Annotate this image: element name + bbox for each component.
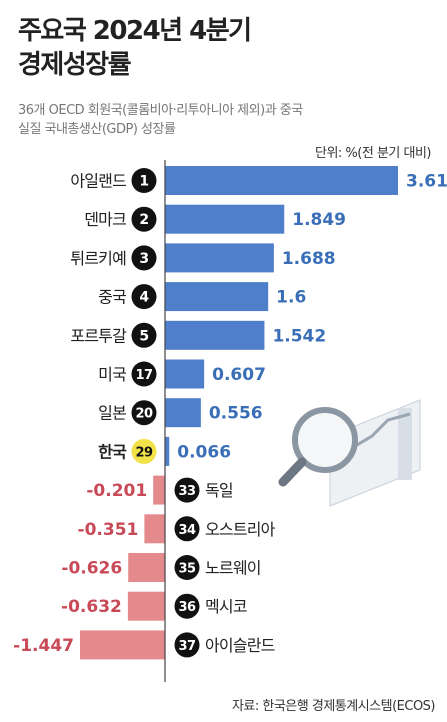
source-note: 자료: 한국은행 경제통계시스템(ECOS) [231, 699, 436, 714]
category-label: 아이슬란드 [205, 636, 275, 655]
value-label: 3.613 [406, 172, 447, 192]
category-label: 튀르키예 [70, 249, 126, 268]
value-label: 1.849 [292, 210, 346, 230]
rank-badge [131, 245, 157, 271]
title-line-1: 주요국 2024년 4분기 [18, 16, 252, 46]
chart-subtitle: 36개 OECD 회원국(콜롬비아·리투아니아 제외)과 중국 실질 국내총생산… [18, 101, 438, 139]
value-label: 1.6 [276, 288, 306, 308]
value-label: -0.201 [86, 481, 147, 501]
value-label: -1.447 [13, 636, 74, 656]
subtitle-line-1: 36개 OECD 회원국(콜롬비아·리투아니아 제외)과 중국 [18, 103, 303, 118]
value-label: -0.351 [78, 520, 139, 540]
rank-label: 1 [139, 174, 148, 190]
category-label: 아일랜드 [70, 172, 126, 191]
rank-badge [131, 400, 157, 426]
rank-label: 4 [139, 290, 149, 306]
bar-튀르키예 [165, 243, 274, 273]
rank-label: 3 [139, 251, 148, 267]
bar-독일 [153, 475, 165, 505]
bar-미국 [165, 359, 205, 389]
bar-멕시코 [127, 591, 165, 621]
unit-label: 단위: %(전 분기 대비) [315, 146, 432, 161]
bar-한국 [165, 436, 170, 466]
bar-포르투갈 [165, 320, 265, 350]
rank-badge [131, 284, 157, 310]
category-label: 미국 [98, 365, 126, 384]
category-label: 독일 [205, 481, 233, 500]
category-label: 한국 [98, 442, 127, 461]
chart-title: 주요국 2024년 4분기 경제성장률 [18, 14, 438, 82]
rank-label: 20 [135, 407, 153, 422]
rank-badge [131, 322, 157, 348]
bar-덴마크 [165, 204, 285, 234]
rank-badge [174, 632, 200, 658]
rank-badge [131, 168, 157, 193]
rank-label: 2 [139, 212, 148, 228]
bar-노르웨이 [128, 553, 165, 582]
category-label: 오스트리아 [205, 520, 276, 539]
bar-오스트리아 [144, 514, 165, 544]
rank-badge [174, 516, 200, 542]
category-label: 노르웨이 [205, 559, 261, 578]
category-label: 포르투갈 [70, 326, 127, 345]
rank-label: 36 [178, 600, 196, 615]
rank-badge [174, 555, 200, 580]
subtitle-line-2: 실질 국내총생산(GDP) 성장률 [18, 122, 176, 137]
value-label: -0.632 [61, 597, 122, 617]
rank-label: 35 [178, 562, 196, 577]
value-label: 0.066 [177, 442, 231, 462]
value-label: 0.556 [209, 404, 263, 424]
title-line-2: 경제성장률 [18, 50, 132, 80]
rank-badge [174, 593, 200, 619]
category-label: 일본 [98, 404, 126, 423]
rank-badge [131, 361, 157, 387]
rank-label: 5 [139, 328, 148, 344]
bar-아일랜드 [165, 166, 398, 195]
magnifier-chart-illustration [278, 399, 421, 507]
bar-아이슬란드 [80, 630, 165, 660]
rank-badge [131, 206, 157, 232]
value-label: 1.542 [272, 326, 326, 346]
rank-badge [174, 477, 200, 503]
rank-label: 33 [178, 484, 196, 499]
rank-label: 37 [178, 639, 196, 654]
category-label: 멕시코 [205, 597, 247, 616]
bar-중국 [165, 282, 269, 312]
rank-label: 29 [135, 445, 153, 460]
rank-label: 34 [178, 523, 196, 538]
rank-badge [131, 438, 157, 464]
value-label: 0.607 [212, 365, 266, 385]
bar-일본 [165, 398, 201, 428]
category-label: 중국 [98, 288, 126, 307]
category-label: 덴마크 [84, 210, 126, 229]
rank-label: 17 [135, 368, 153, 383]
value-label: 1.688 [282, 249, 336, 269]
value-label: -0.626 [61, 559, 122, 579]
